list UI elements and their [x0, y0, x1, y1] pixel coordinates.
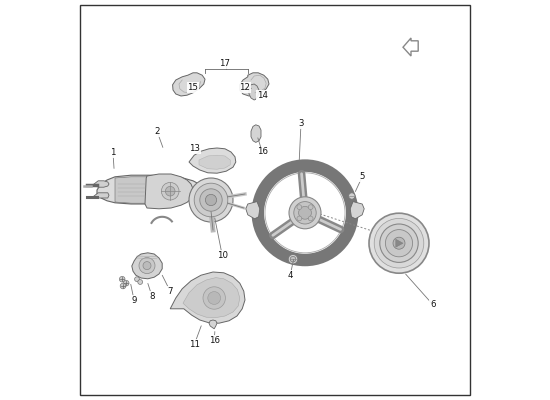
Text: 2: 2	[154, 127, 160, 136]
Circle shape	[374, 218, 424, 268]
Circle shape	[369, 213, 429, 273]
Text: 15: 15	[188, 83, 199, 92]
Text: 9: 9	[131, 296, 137, 305]
Circle shape	[138, 280, 142, 284]
Text: 6: 6	[430, 300, 436, 309]
Circle shape	[166, 186, 175, 196]
Text: 16: 16	[257, 148, 268, 156]
Polygon shape	[97, 175, 203, 204]
Circle shape	[135, 277, 139, 282]
Circle shape	[200, 189, 222, 211]
Text: 7: 7	[167, 287, 173, 296]
Text: 5: 5	[360, 172, 365, 181]
Polygon shape	[249, 84, 259, 100]
Polygon shape	[396, 239, 403, 247]
Text: 17: 17	[219, 59, 230, 68]
Circle shape	[208, 292, 221, 304]
Polygon shape	[209, 320, 217, 329]
Circle shape	[120, 283, 126, 289]
Polygon shape	[403, 38, 418, 56]
Text: 12: 12	[239, 83, 250, 92]
Polygon shape	[199, 155, 230, 169]
Text: 16: 16	[208, 336, 219, 345]
Text: 3: 3	[298, 119, 304, 128]
Circle shape	[386, 230, 412, 257]
Circle shape	[161, 182, 179, 200]
Text: 1: 1	[110, 148, 115, 157]
Polygon shape	[173, 73, 205, 96]
Text: 14: 14	[257, 91, 268, 100]
Text: 10: 10	[217, 251, 228, 260]
Polygon shape	[246, 202, 260, 219]
Circle shape	[288, 254, 298, 264]
Polygon shape	[93, 193, 109, 198]
Circle shape	[349, 193, 355, 199]
Circle shape	[294, 202, 316, 224]
Text: 13: 13	[189, 144, 200, 153]
Circle shape	[205, 194, 217, 206]
Circle shape	[393, 237, 405, 249]
Polygon shape	[145, 174, 193, 209]
Polygon shape	[93, 181, 109, 187]
Polygon shape	[189, 148, 236, 173]
Polygon shape	[132, 253, 162, 279]
Polygon shape	[183, 278, 240, 318]
Circle shape	[308, 205, 313, 210]
Text: 11: 11	[189, 340, 200, 349]
Circle shape	[119, 276, 125, 282]
Circle shape	[194, 183, 228, 217]
Circle shape	[380, 224, 418, 262]
Polygon shape	[350, 202, 364, 219]
Text: 4: 4	[288, 271, 293, 280]
Circle shape	[203, 287, 225, 309]
Polygon shape	[251, 125, 261, 142]
Circle shape	[308, 216, 313, 221]
Circle shape	[299, 206, 311, 219]
Circle shape	[289, 197, 321, 229]
Circle shape	[123, 280, 129, 286]
Polygon shape	[240, 73, 269, 96]
Circle shape	[143, 262, 151, 270]
Polygon shape	[115, 177, 181, 203]
Circle shape	[297, 205, 302, 210]
Circle shape	[139, 258, 155, 274]
Polygon shape	[170, 272, 245, 323]
Circle shape	[297, 216, 302, 221]
Circle shape	[189, 178, 233, 222]
Circle shape	[290, 256, 296, 262]
Text: 8: 8	[150, 292, 155, 301]
